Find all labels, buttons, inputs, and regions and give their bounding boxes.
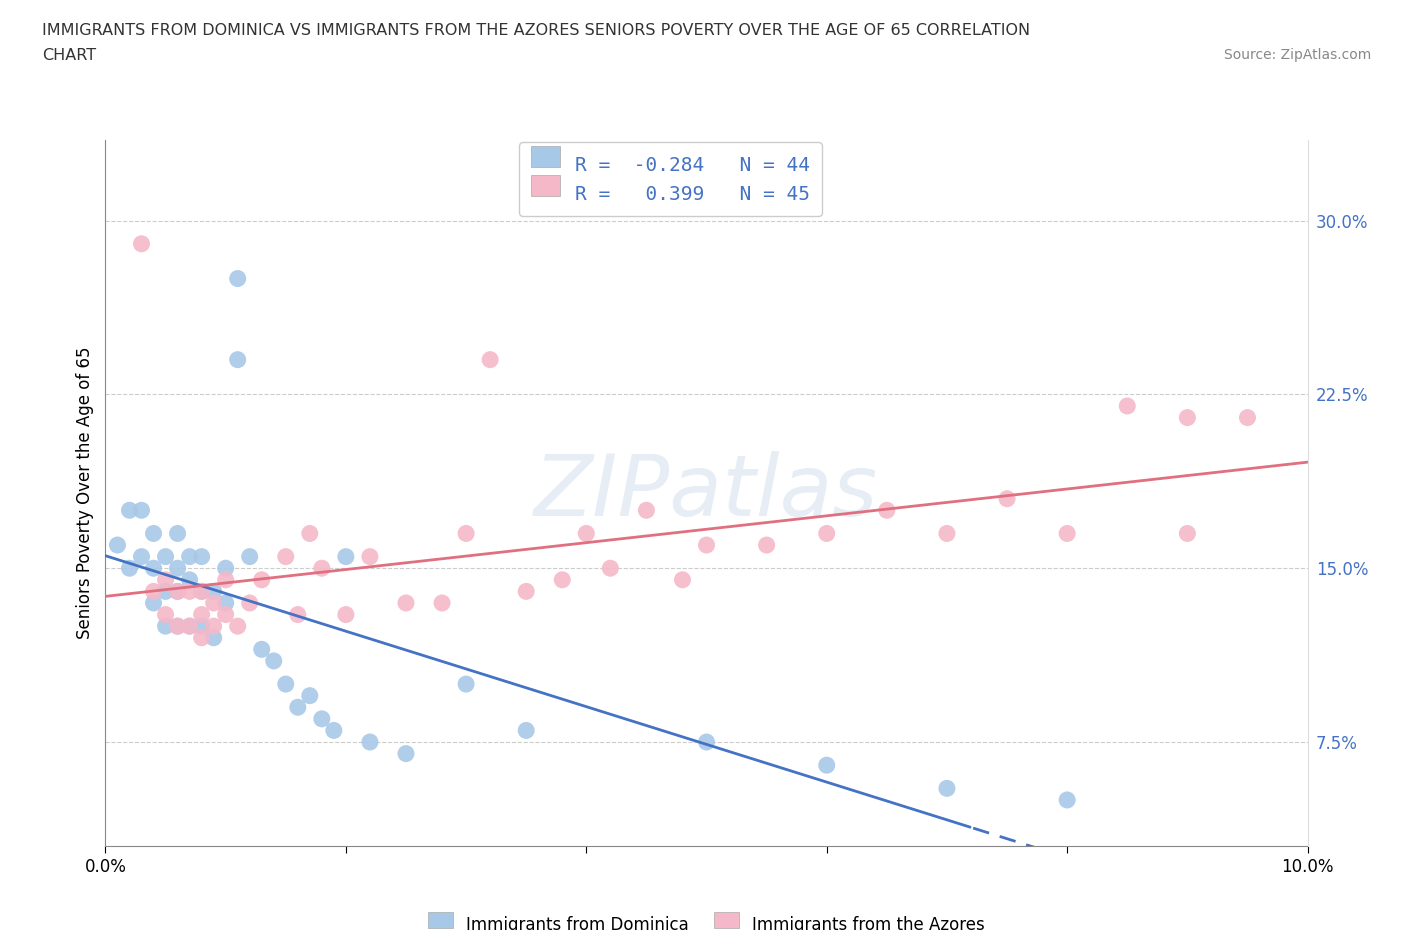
Point: [430, 595, 453, 610]
Point: [311, 561, 333, 576]
Point: [876, 503, 898, 518]
Point: [131, 503, 153, 518]
Point: [190, 550, 212, 565]
Point: [202, 618, 225, 633]
Point: [287, 699, 309, 714]
Point: [239, 595, 262, 610]
Point: [250, 572, 273, 587]
Point: [131, 236, 153, 251]
Point: [190, 584, 212, 599]
Point: [190, 631, 212, 645]
Point: [250, 642, 273, 657]
Point: [287, 607, 309, 622]
Point: [515, 723, 537, 737]
Point: [335, 607, 357, 622]
Y-axis label: Seniors Poverty Over the Age of 65: Seniors Poverty Over the Age of 65: [76, 347, 94, 639]
Point: [214, 561, 236, 576]
Point: [359, 550, 381, 565]
Point: [936, 526, 959, 541]
Point: [226, 618, 249, 633]
Point: [1175, 526, 1198, 541]
Point: [142, 526, 165, 541]
Point: [454, 677, 477, 692]
Point: [335, 550, 357, 565]
Point: [166, 584, 188, 599]
Point: [155, 550, 177, 565]
Point: [166, 618, 188, 633]
Point: [179, 584, 201, 599]
Point: [166, 526, 188, 541]
Point: [671, 572, 693, 587]
Point: [636, 503, 658, 518]
Point: [263, 654, 285, 669]
Text: IMMIGRANTS FROM DOMINICA VS IMMIGRANTS FROM THE AZORES SENIORS POVERTY OVER THE : IMMIGRANTS FROM DOMINICA VS IMMIGRANTS F…: [42, 23, 1031, 38]
Point: [179, 572, 201, 587]
Point: [311, 711, 333, 726]
Point: [166, 584, 188, 599]
Point: [454, 526, 477, 541]
Point: [179, 550, 201, 565]
Point: [202, 631, 225, 645]
Point: [1056, 792, 1078, 807]
Point: [155, 618, 177, 633]
Point: [179, 618, 201, 633]
Point: [202, 584, 225, 599]
Point: [179, 618, 201, 633]
Point: [322, 723, 344, 737]
Point: [214, 595, 236, 610]
Point: [166, 618, 188, 633]
Point: [479, 352, 502, 367]
Point: [190, 584, 212, 599]
Point: [155, 572, 177, 587]
Point: [214, 607, 236, 622]
Point: [202, 595, 225, 610]
Point: [142, 561, 165, 576]
Point: [599, 561, 621, 576]
Point: [551, 572, 574, 587]
Point: [815, 758, 838, 773]
Point: [815, 526, 838, 541]
Point: [131, 550, 153, 565]
Point: [190, 607, 212, 622]
Point: [298, 688, 321, 703]
Text: CHART: CHART: [42, 48, 96, 63]
Text: ZIPatlas: ZIPatlas: [534, 451, 879, 535]
Point: [226, 272, 249, 286]
Legend: Immigrants from Dominica, Immigrants from the Azores: Immigrants from Dominica, Immigrants fro…: [419, 908, 994, 930]
Point: [239, 550, 262, 565]
Point: [226, 352, 249, 367]
Point: [1236, 410, 1258, 425]
Point: [359, 735, 381, 750]
Point: [1116, 399, 1139, 414]
Point: [575, 526, 598, 541]
Point: [696, 538, 718, 552]
Point: [395, 595, 418, 610]
Point: [755, 538, 778, 552]
Point: [995, 491, 1018, 506]
Point: [274, 677, 297, 692]
Point: [214, 572, 236, 587]
Point: [118, 503, 141, 518]
Point: [274, 550, 297, 565]
Point: [118, 561, 141, 576]
Point: [142, 584, 165, 599]
Point: [190, 618, 212, 633]
Point: [515, 584, 537, 599]
Point: [1056, 526, 1078, 541]
Point: [155, 607, 177, 622]
Point: [155, 584, 177, 599]
Point: [395, 746, 418, 761]
Point: [298, 526, 321, 541]
Point: [142, 595, 165, 610]
Point: [696, 735, 718, 750]
Point: [166, 561, 188, 576]
Text: Source: ZipAtlas.com: Source: ZipAtlas.com: [1223, 48, 1371, 62]
Point: [936, 781, 959, 796]
Point: [1175, 410, 1198, 425]
Point: [107, 538, 129, 552]
